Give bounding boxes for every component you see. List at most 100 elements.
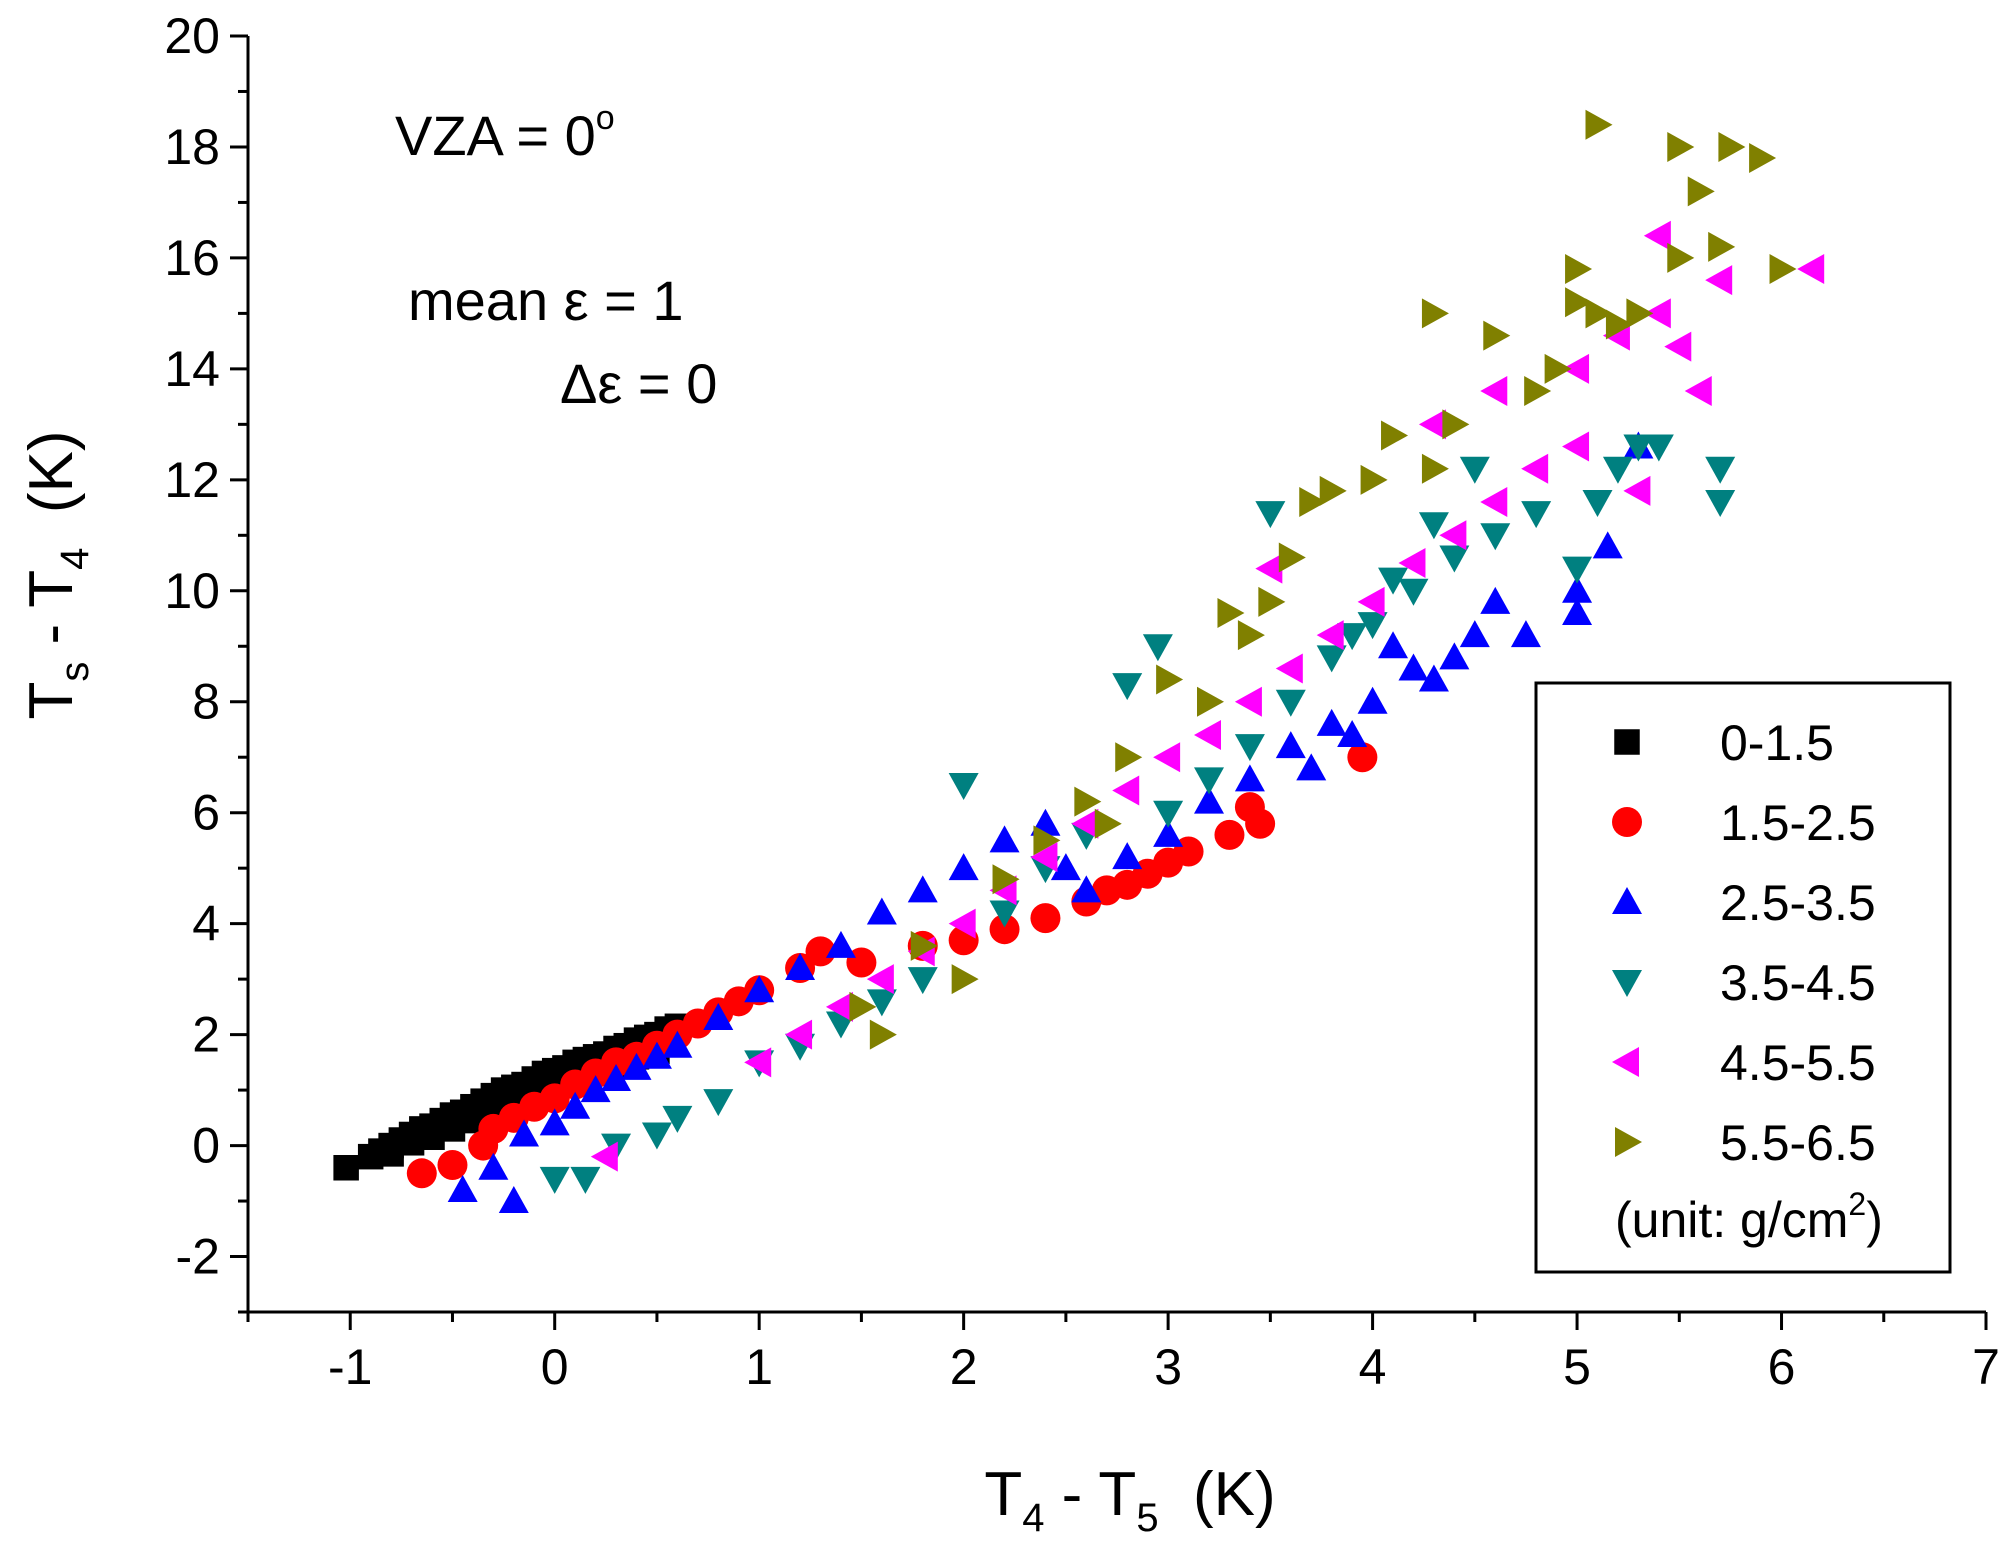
point-triangle-down xyxy=(1234,734,1265,762)
point-triangle-right xyxy=(1217,597,1245,628)
x-tick-label: 6 xyxy=(1768,1339,1796,1395)
point-circle xyxy=(1214,819,1245,850)
point-triangle-up xyxy=(662,1030,693,1058)
point-triangle-down xyxy=(1459,456,1490,484)
point-triangle-left xyxy=(1684,376,1712,407)
point-triangle-down xyxy=(1337,623,1368,651)
point-circle xyxy=(989,914,1020,945)
point-triangle-right xyxy=(1483,320,1511,351)
point-triangle-up xyxy=(1398,653,1429,681)
point-triangle-left xyxy=(1521,453,1549,484)
annotation-mean-epsilon: mean ε = 1 xyxy=(408,269,684,332)
point-circle xyxy=(1091,875,1122,906)
point-triangle-up xyxy=(1418,664,1449,692)
point-triangle-down xyxy=(866,989,897,1017)
point-triangle-right xyxy=(1094,808,1122,839)
point-triangle-right xyxy=(869,1019,897,1050)
point-triangle-right xyxy=(1585,109,1613,140)
point-triangle-up xyxy=(1357,686,1388,714)
y-tick-label: 16 xyxy=(164,230,220,286)
point-triangle-right xyxy=(1197,686,1225,717)
point-triangle-right xyxy=(849,991,877,1022)
point-triangle-left xyxy=(1398,548,1426,579)
point-triangle-left xyxy=(1153,742,1181,773)
point-triangle-up xyxy=(1275,731,1306,759)
point-triangle-down xyxy=(1480,523,1511,551)
y-tick-label: 10 xyxy=(164,563,220,619)
point-triangle-right xyxy=(1442,409,1470,440)
point-triangle-left xyxy=(1255,553,1283,584)
point-circle xyxy=(805,936,836,967)
point-circle xyxy=(1347,742,1378,773)
point-triangle-up xyxy=(825,930,856,958)
point-triangle-up xyxy=(539,1108,570,1136)
legend-label: 1.5-2.5 xyxy=(1720,795,1876,851)
point-triangle-down xyxy=(1418,512,1449,540)
point-triangle-left xyxy=(1797,254,1825,285)
point-triangle-right xyxy=(1115,742,1143,773)
legend-label: 2.5-3.5 xyxy=(1720,875,1876,931)
series-2.5-3.5 xyxy=(447,431,1654,1214)
point-triangle-down xyxy=(1142,634,1173,662)
x-tick-label: 3 xyxy=(1154,1339,1182,1395)
point-triangle-left xyxy=(1071,808,1099,839)
point-triangle-right xyxy=(1544,353,1572,384)
point-triangle-down xyxy=(1705,490,1736,518)
point-triangle-up xyxy=(498,1186,529,1214)
point-triangle-up xyxy=(1337,720,1368,748)
point-triangle-up xyxy=(601,1063,632,1091)
point-triangle-up xyxy=(1071,875,1102,903)
point-triangle-up xyxy=(621,1052,652,1080)
point-triangle-up xyxy=(1316,708,1347,736)
point-triangle-up xyxy=(1459,620,1490,648)
point-triangle-up xyxy=(866,897,897,925)
point-triangle-right xyxy=(1319,475,1347,506)
point-triangle-left xyxy=(948,908,976,939)
point-triangle-up xyxy=(641,1041,672,1069)
point-circle xyxy=(437,1149,468,1180)
y-tick-label: 12 xyxy=(164,452,220,508)
legend-label: 5.5-6.5 xyxy=(1720,1115,1876,1171)
point-triangle-left xyxy=(1480,487,1508,518)
point-triangle-left xyxy=(1623,475,1651,506)
y-tick-label: 8 xyxy=(192,674,220,730)
y-tick-label: 2 xyxy=(192,1007,220,1063)
point-triangle-down xyxy=(570,1166,601,1194)
point-triangle-down xyxy=(1153,800,1184,828)
y-tick-label: -2 xyxy=(176,1229,220,1285)
point-triangle-down xyxy=(1316,645,1347,673)
point-triangle-down xyxy=(641,1122,672,1150)
point-triangle-left xyxy=(825,991,853,1022)
legend-marker-triangle-up xyxy=(1612,887,1642,914)
point-triangle-left xyxy=(1112,775,1140,806)
point-triangle-up xyxy=(580,1075,611,1103)
point-triangle-down xyxy=(662,1105,693,1133)
point-triangle-right xyxy=(1718,131,1746,162)
x-tick-label: -1 xyxy=(328,1339,372,1395)
data-points xyxy=(333,109,1825,1214)
point-triangle-left xyxy=(590,1141,618,1172)
annotation-vza: VZA = 0o xyxy=(395,99,615,167)
point-triangle-right xyxy=(1708,231,1736,262)
point-triangle-up xyxy=(1562,575,1593,603)
point-triangle-up xyxy=(744,975,775,1003)
point-triangle-left xyxy=(1194,720,1222,751)
point-triangle-left xyxy=(1643,298,1671,329)
y-tick-label: 18 xyxy=(164,119,220,175)
legend-label: 4.5-5.5 xyxy=(1720,1035,1876,1091)
point-triangle-down xyxy=(1357,612,1388,640)
point-triangle-left xyxy=(866,964,894,995)
point-triangle-right xyxy=(1626,298,1654,329)
point-triangle-up xyxy=(1296,753,1327,781)
point-circle xyxy=(1030,903,1061,934)
point-triangle-left xyxy=(785,1019,813,1050)
point-triangle-right xyxy=(1278,542,1306,573)
y-axis-title: Ts - T4 (K) xyxy=(17,430,97,719)
point-triangle-left xyxy=(1480,376,1508,407)
point-triangle-right xyxy=(951,964,979,995)
point-triangle-down xyxy=(1378,567,1409,595)
point-triangle-right xyxy=(1421,453,1449,484)
point-triangle-up xyxy=(1439,642,1470,670)
point-triangle-up xyxy=(1112,842,1143,870)
